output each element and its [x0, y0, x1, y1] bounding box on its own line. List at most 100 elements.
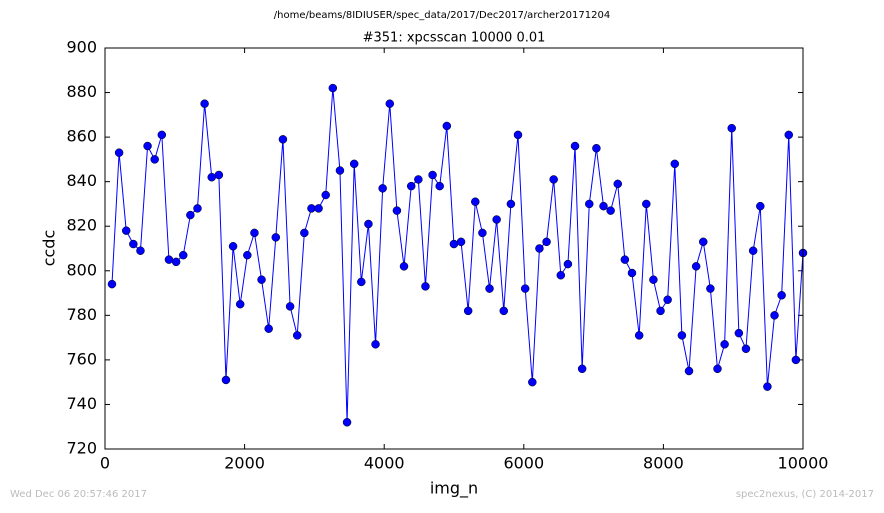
- data-point: [791, 355, 801, 365]
- data-point: [520, 284, 530, 293]
- data-point: [342, 418, 352, 427]
- y-tick-label: 900: [66, 38, 97, 57]
- data-point: [456, 237, 466, 247]
- data-point: [485, 284, 494, 293]
- data-point: [741, 344, 751, 353]
- data-point: [670, 159, 680, 169]
- data-point: [549, 175, 558, 184]
- data-point: [414, 175, 423, 184]
- data-point: [471, 197, 480, 206]
- footer-left: Wed Dec 06 20:57:46 2017: [10, 489, 147, 500]
- data-point: [756, 201, 765, 211]
- data-point: [143, 141, 152, 151]
- x-axis-label: img_n: [430, 479, 478, 499]
- y-tick-label: 800: [66, 260, 97, 279]
- data-point: [300, 228, 309, 238]
- data-point: [677, 331, 687, 340]
- plot-frame: [104, 47, 804, 450]
- data-point: [627, 268, 637, 278]
- data-point: [314, 204, 323, 213]
- data-point: [770, 311, 779, 320]
- data-point: [307, 204, 316, 213]
- data-point: [535, 244, 544, 253]
- data-point: [171, 257, 181, 267]
- data-point: [335, 166, 345, 175]
- data-point: [513, 130, 523, 140]
- y-axis-label: ccdc: [40, 230, 59, 267]
- data-point: [428, 170, 437, 180]
- data-point: [136, 246, 145, 255]
- x-tick-label: 6000: [503, 454, 544, 473]
- data-point: [250, 228, 259, 238]
- data-point: [620, 255, 630, 264]
- data-point: [592, 144, 601, 153]
- data-point: [699, 237, 708, 247]
- data-point: [164, 255, 174, 264]
- data-point: [442, 121, 452, 131]
- data-point: [585, 199, 594, 209]
- data-point: [663, 295, 672, 304]
- data-point: [264, 324, 273, 333]
- x-tick-label: 10000: [778, 454, 829, 473]
- data-point: [107, 279, 117, 289]
- data-point: [634, 331, 644, 340]
- data-point: [463, 306, 473, 316]
- y-tick-label: 740: [66, 394, 97, 413]
- data-point: [285, 302, 295, 311]
- data-point: [364, 219, 373, 229]
- x-tick-label: 2000: [224, 454, 265, 473]
- data-point: [157, 130, 167, 140]
- data-point: [385, 99, 395, 108]
- data-point: [207, 172, 216, 182]
- data-point: [599, 201, 608, 211]
- data-point: [221, 375, 231, 385]
- data-point: [570, 141, 580, 151]
- data-point: [499, 306, 509, 316]
- data-point: [399, 262, 409, 271]
- data-point: [193, 204, 202, 213]
- data-point: [649, 275, 658, 284]
- x-tick-label: 0: [100, 454, 110, 473]
- data-point: [186, 210, 195, 220]
- data-point: [214, 170, 224, 180]
- data-point: [713, 364, 722, 374]
- data-point: [392, 206, 402, 215]
- data-point: [328, 83, 338, 93]
- data-point: [656, 306, 665, 316]
- data-point: [435, 181, 444, 191]
- data-point: [734, 328, 744, 338]
- data-point: [406, 181, 416, 191]
- y-tick-label: 860: [66, 127, 97, 146]
- data-point: [748, 246, 758, 255]
- data-point: [321, 190, 330, 200]
- data-point: [421, 282, 430, 291]
- data-point: [556, 270, 566, 280]
- data-point: [200, 99, 209, 108]
- data-point: [613, 179, 623, 189]
- data-point: [506, 199, 516, 209]
- x-tick-label: 4000: [364, 454, 405, 473]
- data-point: [150, 155, 159, 164]
- data-point: [129, 239, 138, 249]
- y-tick-label: 840: [66, 171, 97, 190]
- data-point: [706, 284, 715, 293]
- data-point: [691, 262, 701, 271]
- data-point: [642, 199, 651, 209]
- suptitle: /home/beams/8IDIUSER/spec_data/2017/Dec2…: [274, 10, 610, 21]
- data-point: [371, 340, 380, 349]
- data-point: [378, 184, 387, 193]
- y-tick-label: 760: [66, 349, 97, 368]
- chart-title: #351: xpcsscan 10000 0.01: [363, 31, 546, 46]
- data-point: [235, 299, 245, 309]
- data-point: [114, 148, 124, 157]
- data-point: [243, 250, 252, 260]
- data-point: [292, 331, 302, 340]
- data-point: [349, 159, 359, 169]
- data-point: [763, 382, 772, 391]
- data-point: [121, 226, 131, 235]
- x-tick-label: 8000: [643, 454, 684, 473]
- data-point: [357, 277, 366, 287]
- data-point: [784, 130, 794, 140]
